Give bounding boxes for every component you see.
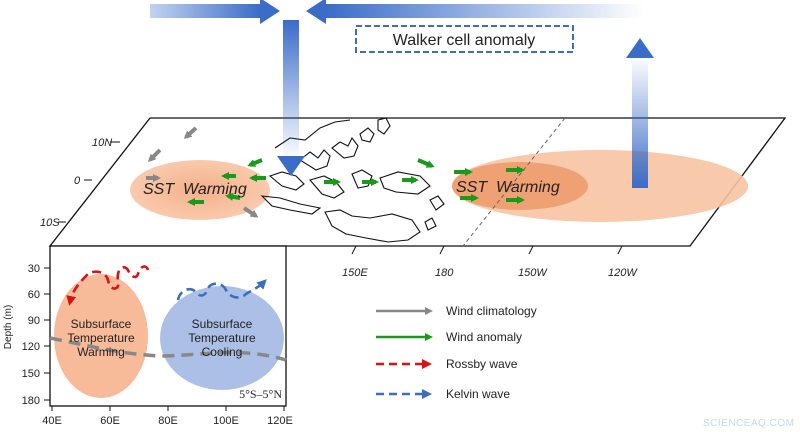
lon-label-120w: 120W [608,267,638,279]
lat-band-label: 5°S–5°N [239,387,282,401]
inset-x-tick: 100E [213,415,239,427]
wind-clim-arrow [147,148,162,163]
lon-label-150e: 150E [342,267,368,279]
lat-ticks [58,141,120,223]
inset-y-tick: 60 [28,289,40,301]
rossby-wave-path [66,265,150,306]
lon-ticks [351,245,623,255]
kelvin-wave-path [176,279,267,301]
lat-label-10n: 10N [92,137,112,149]
walker-label-box [355,25,574,53]
legend: Wind climatology Wind anomaly Rossby wav… [376,304,537,401]
inset-x-tickmarks [51,406,285,411]
wind-climatology-arrows [146,126,259,218]
sst-label-east: SST Warming [456,179,560,196]
wind-clim-arrow [183,126,198,140]
thermocline [49,336,287,362]
wind-anom-arrow [225,192,241,201]
inset-x-tick: 120E [267,415,293,427]
cool-label-3: Cooling [202,345,243,359]
sst-label-west: SST Warming [143,181,247,198]
warm-label-2: Temperature [67,331,135,345]
walker-top-right-head [306,0,326,24]
inset-ylabel: Depth (m) [3,305,14,349]
inset-y-tickmarks [44,267,50,401]
walker-up-right-head [626,38,654,58]
inset-x-tick: 60E [100,415,120,427]
inset-y-tick: 180 [22,395,40,407]
inset-y-tick: 30 [28,263,40,275]
walker-cell [150,0,654,188]
walker-top-left-head [260,0,280,24]
lat-label-10s: 10S [40,217,60,229]
lat-label-0: 0 [74,175,81,187]
inset-x-tick: 80E [158,415,178,427]
subsurface-warming-ellipse [54,274,148,398]
wind-anom-arrow [247,158,263,167]
legend-label-wind-climatology: Wind climatology [446,304,537,318]
subsurface-cooling-ellipse [160,286,284,390]
inset-y-tick: 90 [28,315,40,327]
wind-anomaly-arrows [187,158,525,206]
lon-label-150w: 150W [518,267,548,279]
walker-down-left-head [277,156,305,176]
cool-label-2: Temperature [188,331,256,345]
depth-inset: Subsurface Temperature Warming Subsurfac… [3,245,293,427]
cool-label-1: Subsurface [192,317,253,331]
wind-anom-arrow [417,158,435,168]
legend-label-wind-anomaly: Wind anomaly [446,330,522,344]
warm-label-1: Subsurface [71,317,132,331]
walker-down-left [283,20,299,160]
inset-x-tick: 40E [42,415,62,427]
legend-label-rossby-wave: Rossby wave [446,357,518,371]
warm-label-3: Warming [77,345,125,359]
lon-label-180: 180 [435,267,454,279]
legend-label-kelvin-wave: Kelvin wave [446,387,510,401]
walker-top-left [150,4,260,18]
inset-y-tick: 150 [22,368,40,380]
inset-y-tick: 120 [22,341,40,353]
walker-top-right [324,4,644,18]
walker-label: Walker cell anomaly [393,32,536,49]
inset-y-ticks: 30 60 90 120 150 180 [22,263,40,407]
wind-clim-arrow [242,206,259,218]
dateline [462,117,566,247]
watermark: SCIENCEAQ.COM [703,418,795,429]
sst-warming-east-core [452,162,588,210]
inset-x-ticks: 40E 60E 80E 100E 120E [42,415,293,427]
walker-up-right [632,56,648,188]
